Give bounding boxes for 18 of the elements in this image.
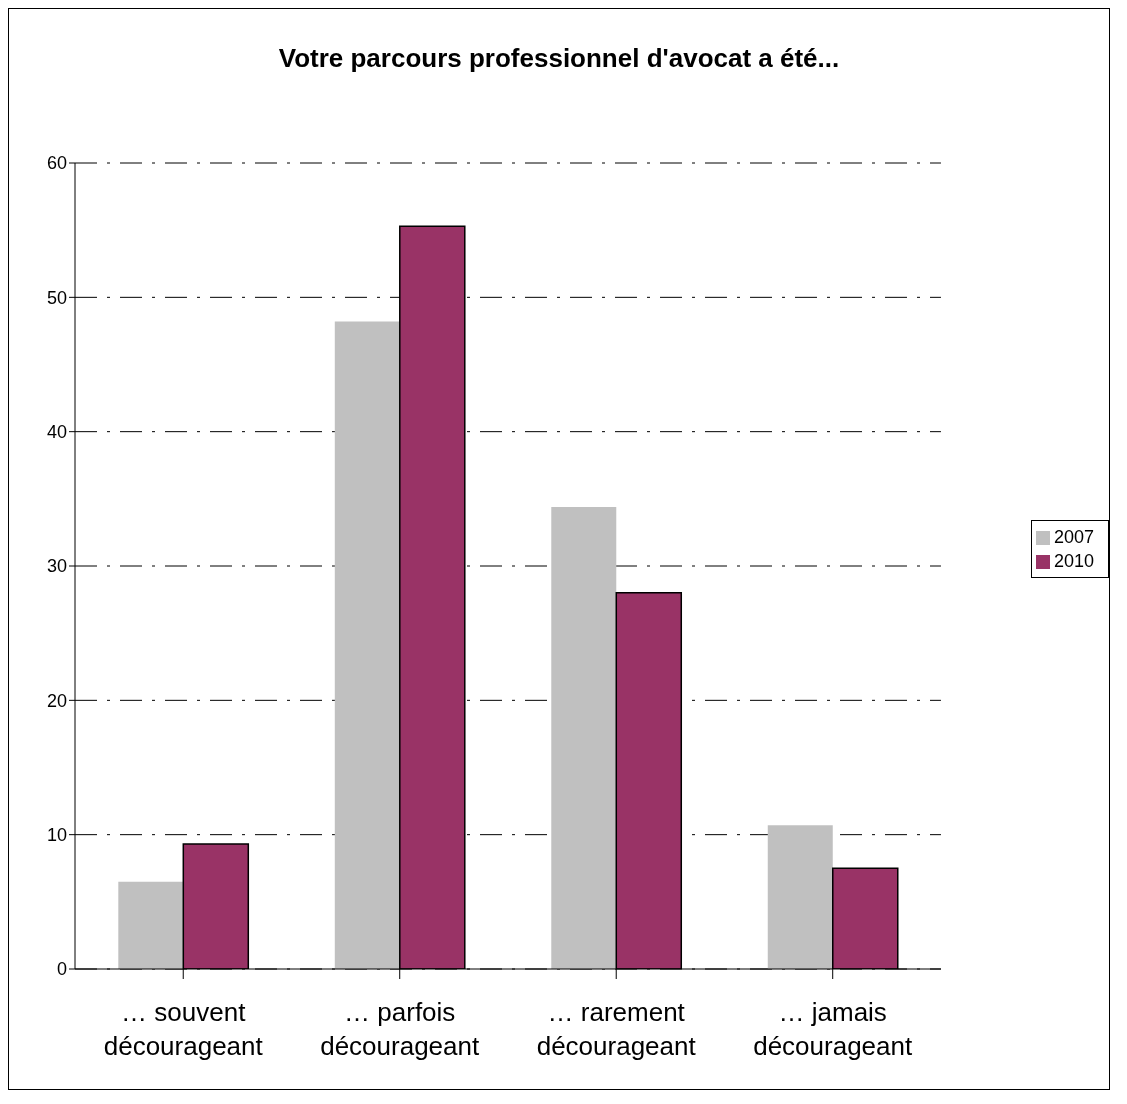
- bar: [767, 825, 833, 969]
- bar: [118, 881, 184, 969]
- y-tick-label: 30: [46, 556, 67, 577]
- x-tick-label: … rarement décourageant: [536, 997, 697, 1061]
- x-tick-label: … jamais décourageant: [753, 997, 913, 1061]
- x-tick-label: … parfois décourageant: [320, 997, 481, 1061]
- y-tick-label: 20: [46, 690, 67, 711]
- y-tick-label: 10: [46, 825, 67, 846]
- x-tick-label: … souvent décourageant: [103, 997, 264, 1061]
- chart-title: Votre parcours professionnel d'avocat a été...: [277, 43, 841, 74]
- legend-label: 2010: [1053, 551, 1094, 571]
- y-tick-label: 60: [46, 153, 67, 174]
- y-tick-label: 0: [56, 959, 67, 980]
- y-tick-label: 50: [46, 287, 67, 308]
- bar: [334, 321, 400, 969]
- y-tick-label: 40: [46, 422, 67, 443]
- bar: [551, 506, 617, 969]
- legend-label: 2007: [1053, 527, 1094, 547]
